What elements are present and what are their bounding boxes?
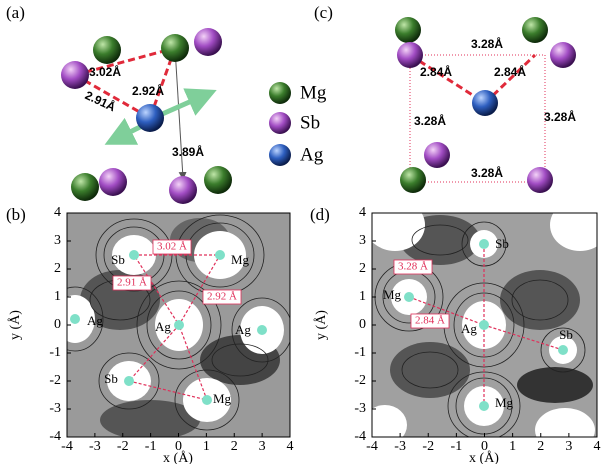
- distance-label: 2.84Å: [494, 64, 526, 79]
- y-tick-label: 4: [54, 205, 61, 220]
- atom-label: Ag: [235, 322, 251, 337]
- y-tick-label: -3: [49, 401, 61, 416]
- distance-label: 3.28Å: [471, 165, 503, 180]
- x-tick-label: -2: [117, 439, 129, 454]
- y-tick-label: 3: [54, 233, 61, 248]
- x-tick-label: -2: [422, 439, 434, 454]
- y-tick-label: 2: [54, 261, 61, 276]
- panel-label: (d): [310, 205, 330, 224]
- y-tick-label: -2: [354, 373, 366, 388]
- x-tick-label: -4: [366, 439, 378, 454]
- x-tick-label: -4: [61, 439, 73, 454]
- legend-entry: Ag: [300, 144, 324, 165]
- axis-title: x (Å): [469, 450, 499, 464]
- atom-label: Sb: [111, 252, 125, 267]
- y-tick-label: -3: [354, 401, 366, 416]
- structure-a: [61, 28, 232, 204]
- x-tick-label: 1: [509, 439, 516, 454]
- legend: Mg Sb Ag: [269, 82, 327, 166]
- distance-label: 2.84 Å: [415, 315, 445, 327]
- y-tick-label: 4: [359, 205, 366, 220]
- y-tick-label: 0: [54, 317, 61, 332]
- distance-label: 3.28Å: [414, 113, 446, 128]
- y-tick-label: -4: [354, 429, 366, 444]
- axis-title: x (Å): [163, 450, 193, 464]
- y-tick-label: -1: [49, 345, 61, 360]
- y-tick-label: 0: [359, 317, 366, 332]
- distance-label: 2.91 Å: [117, 277, 147, 289]
- x-tick-label: 3: [259, 439, 266, 454]
- distance-label: 3.28 Å: [398, 261, 428, 273]
- structure-c: [395, 17, 576, 193]
- atom-label: Ag: [87, 313, 103, 328]
- distance-label: 2.92Å: [132, 83, 164, 98]
- distance-label: 2.92 Å: [207, 291, 237, 303]
- x-tick-label: -3: [89, 439, 101, 454]
- x-tick-label: -1: [145, 439, 157, 454]
- distance-label: 2.84Å: [420, 64, 452, 79]
- x-tick-label: -3: [394, 439, 406, 454]
- y-tick-label: 1: [359, 289, 366, 304]
- atom-label: Mg: [213, 391, 232, 406]
- x-tick-label: 4: [594, 439, 601, 454]
- y-tick-label: 3: [359, 233, 366, 248]
- atom-label: Mg: [495, 395, 514, 410]
- x-tick-label: -1: [451, 439, 463, 454]
- x-tick-label: 4: [287, 439, 294, 454]
- y-tick-label: 2: [359, 261, 366, 276]
- legend-entry: Sb: [300, 112, 320, 133]
- atom-label: Mg: [231, 252, 250, 267]
- atom-label: Ag: [155, 319, 171, 334]
- y-tick-label: -4: [49, 429, 61, 444]
- distance-label: 3.28Å: [471, 36, 503, 51]
- distance-label: 3.28Å: [544, 109, 576, 124]
- axis-title: y (Å): [313, 310, 329, 340]
- atom-label: Sb: [104, 371, 118, 386]
- x-tick-label: 0: [481, 439, 488, 454]
- atom-label: Mg: [383, 287, 402, 302]
- x-tick-label: 0: [175, 439, 182, 454]
- x-tick-label: 2: [231, 439, 238, 454]
- panel-label: (c): [314, 3, 333, 22]
- atom-label: Sb: [495, 236, 509, 251]
- x-tick-label: 2: [537, 439, 544, 454]
- distance-label: 3.02Å: [89, 64, 121, 79]
- y-tick-label: -1: [354, 345, 366, 360]
- distance-label: 2.91Å: [83, 87, 119, 114]
- panel-label: (b): [6, 205, 26, 224]
- distance-label: 3.89Å: [172, 144, 204, 159]
- atom-label: Sb: [559, 327, 573, 342]
- y-tick-label: -2: [49, 373, 61, 388]
- axis-title: y (Å): [7, 310, 23, 340]
- x-tick-label: 1: [203, 439, 210, 454]
- atom-label: Ag: [461, 321, 477, 336]
- y-tick-label: 1: [54, 289, 61, 304]
- contour-map: [372, 213, 597, 437]
- legend-entry: Mg: [300, 82, 327, 103]
- panel-label: (a): [6, 3, 25, 22]
- distance-label: 3.02 Å: [157, 241, 187, 253]
- x-tick-label: 3: [565, 439, 572, 454]
